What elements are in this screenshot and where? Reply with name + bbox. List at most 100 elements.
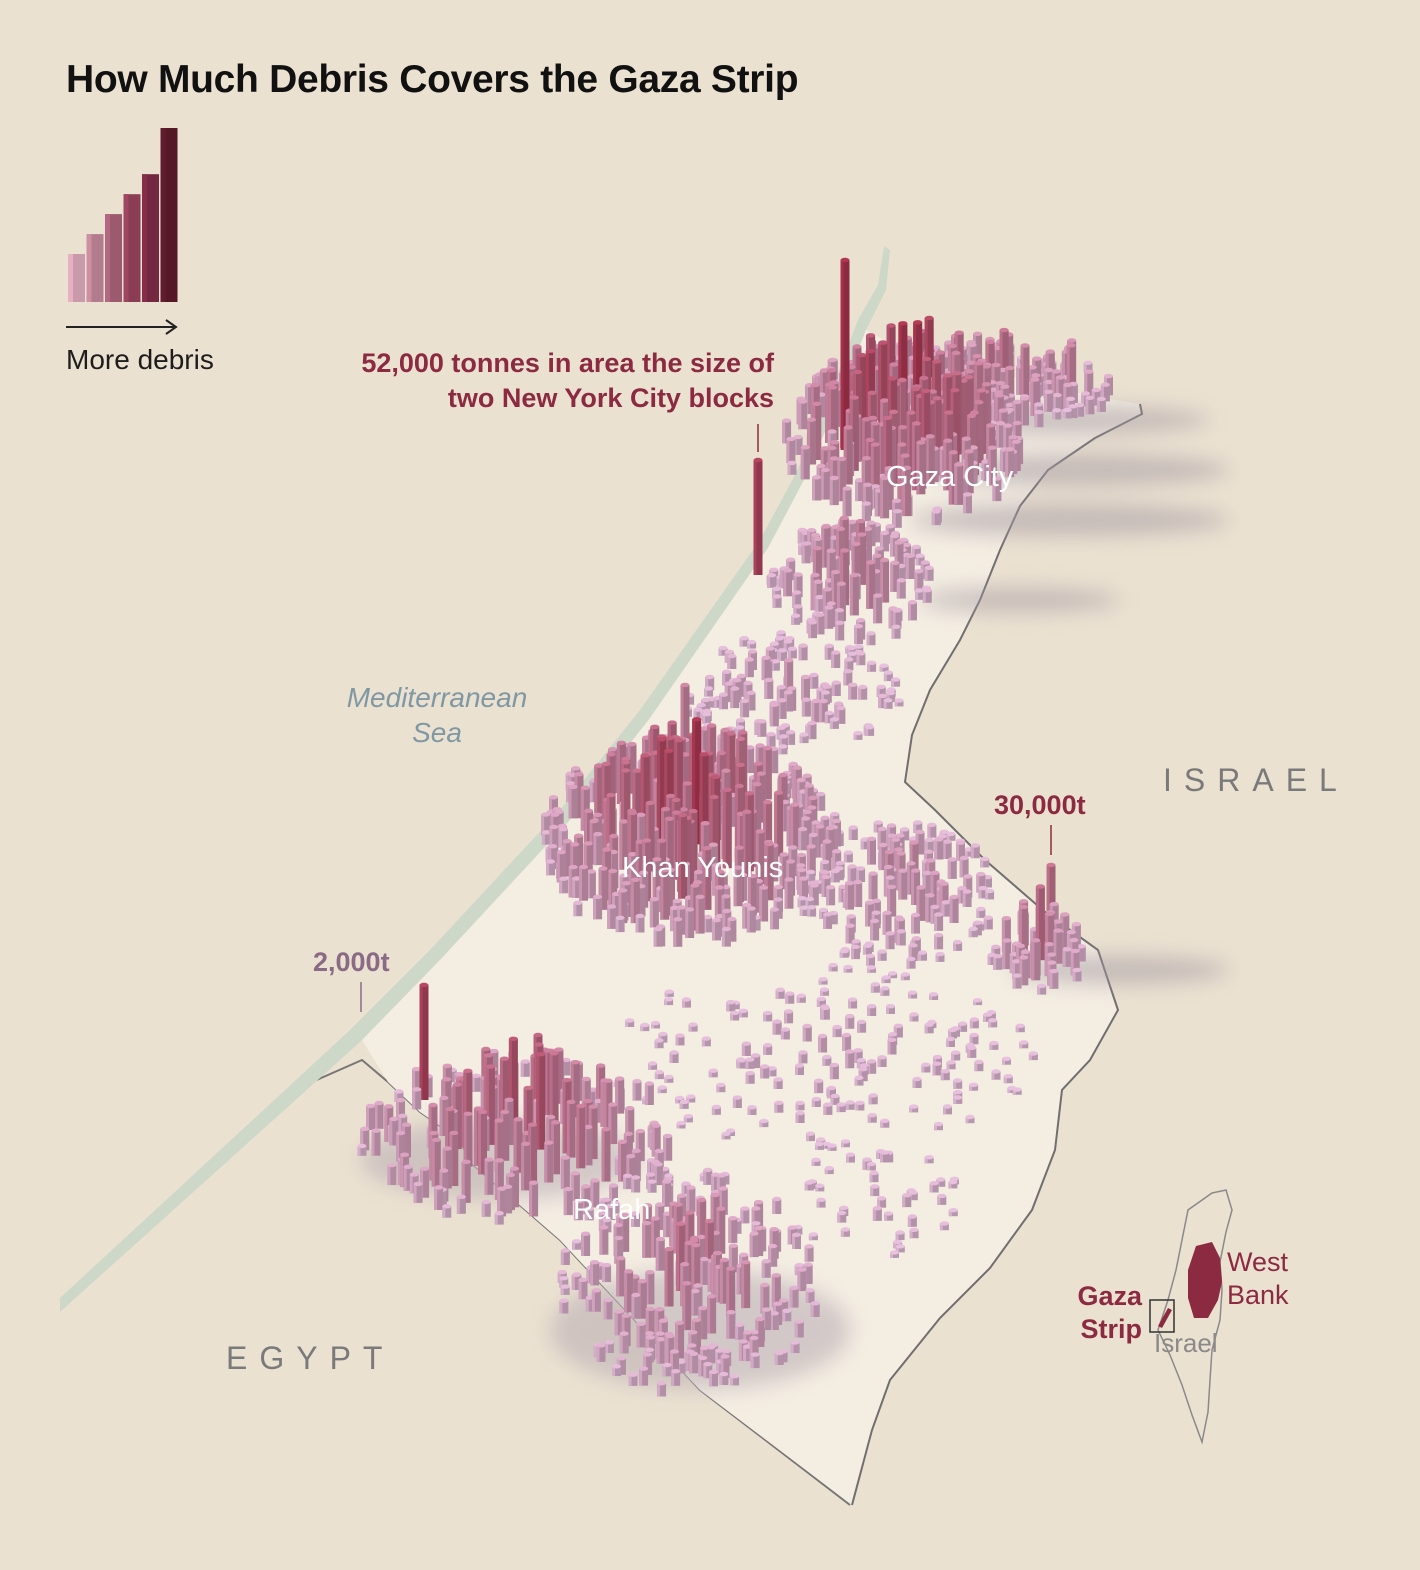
debris-column-highlight [699,754,703,864]
debris-column-top [646,1172,656,1177]
debris-column [922,873,932,894]
debris-column [778,746,788,755]
debris-column-top [943,373,953,378]
debris-column [716,1208,726,1254]
debris-column-highlight [1028,1053,1032,1061]
debris-column [447,1069,457,1083]
debris-column-highlight [645,1272,649,1305]
debris-column-top [703,1167,713,1173]
debris-column-highlight [606,795,610,868]
debris-column-highlight [948,452,952,505]
debris-column [872,1208,882,1221]
debris-column [948,1030,958,1039]
debris-column [805,1290,815,1303]
debris-column-top [884,466,894,471]
debris-column [908,945,918,961]
debris-column [886,693,896,703]
debris-column [726,733,736,812]
debris-column-top [754,1226,764,1231]
debris-column-highlight [969,1035,973,1045]
debris-column-highlight [586,871,590,899]
debris-column-highlight [751,1208,755,1232]
debris-column-highlight [911,546,915,560]
debris-column-highlight [1017,357,1021,372]
debris-column [745,1073,755,1084]
debris-column-top [819,907,828,913]
debris-column-highlight [792,592,796,608]
debris-column-highlight [675,1322,679,1359]
debris-column-top [778,648,788,653]
debris-column-highlight [811,534,815,563]
debris-column-highlight [939,1223,943,1231]
debris-column-highlight [642,1097,646,1105]
debris-column-highlight [744,659,748,678]
debris-column-highlight [718,648,722,656]
debris-column-top [812,401,822,406]
debris-column [664,1076,674,1083]
debris-column-highlight [853,733,857,740]
debris-column-top [722,908,732,914]
debris-column [614,1238,624,1264]
debris-column-highlight [807,723,811,740]
debris-column-top [886,690,896,696]
debris-column-top [1012,959,1021,964]
debris-column [775,989,785,999]
debris-column-highlight [824,645,828,660]
debris-column-top [976,906,986,912]
debris-column [890,1252,899,1258]
debris-column-highlight [690,1291,694,1316]
debris-column-top [1052,392,1062,398]
debris-column [969,1035,979,1045]
debris-column [954,464,964,505]
debris-column [843,852,853,863]
debris-column [1085,397,1095,415]
debris-column-top [816,791,826,797]
debris-column [1001,918,1011,952]
debris-column [845,883,854,910]
debris-column [721,1133,731,1140]
debris-column [635,916,645,933]
debris-column-top [651,1020,660,1026]
debris-column-top [774,790,784,795]
debris-column-top [883,864,893,870]
debris-column-highlight [714,1350,718,1363]
debris-column-highlight [581,1233,585,1256]
debris-column-top [734,845,744,850]
debris-column-highlight [1053,930,1057,964]
debris-column-top [699,752,709,757]
debris-column-top [792,590,802,595]
debris-column-highlight [802,1025,806,1042]
debris-column-highlight [700,728,704,767]
debris-column-top [841,1139,850,1144]
debris-column-top [806,844,816,849]
debris-column [948,452,958,505]
debris-column-highlight [895,1246,899,1253]
debris-column [728,1245,738,1273]
debris-column-highlight [621,1315,625,1347]
debris-column-highlight [884,1213,888,1221]
debris-column [855,1102,865,1111]
debris-column [799,791,809,810]
debris-column-highlight [862,1159,866,1170]
debris-column-top [664,816,674,821]
debris-column [701,1038,711,1047]
debris-column-top [1045,911,1055,916]
debris-column-highlight [640,1025,644,1032]
debris-column [831,682,841,696]
debris-column [784,879,794,909]
debris-column-highlight [821,692,824,705]
debris-column-top [924,315,934,321]
debris-column-top [950,1176,959,1182]
inset-israel-outline [1157,1189,1233,1445]
debris-column [789,1287,799,1308]
debris-column-highlight [563,1189,567,1216]
debris-column [652,859,662,906]
debris-column-highlight [662,1365,666,1377]
debris-column-top [632,1079,642,1084]
debris-column-top [900,827,910,832]
debris-column-top [615,1076,625,1081]
debris-column-top [939,881,949,886]
debris-column-highlight [598,868,602,910]
debris-column-highlight [774,1102,778,1113]
debris-column-highlight [993,956,997,970]
